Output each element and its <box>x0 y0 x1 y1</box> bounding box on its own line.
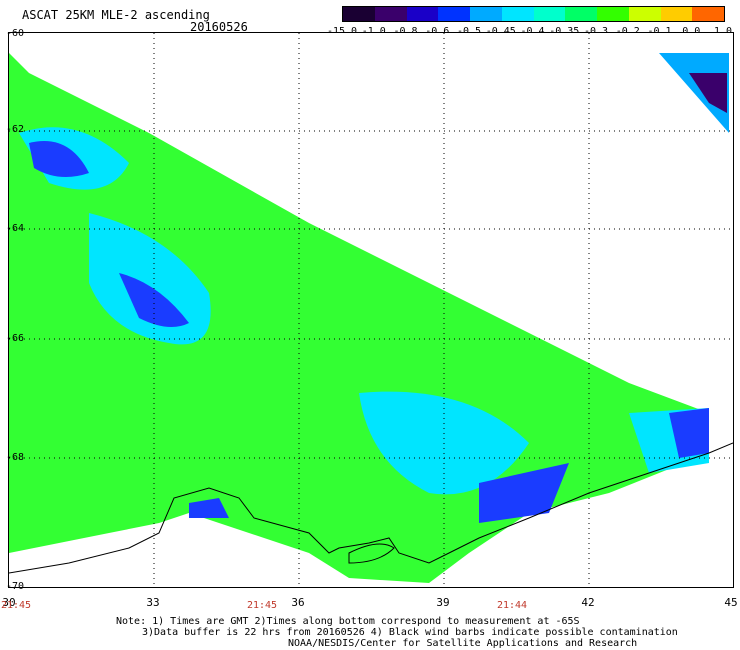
colorbar-label: -0.35 <box>549 26 579 37</box>
cyan-patch <box>89 213 211 345</box>
lon-label: 33 <box>146 596 160 609</box>
note-line-3: NOAA/NESDIS/Center for Satellite Applica… <box>288 638 638 649</box>
colorbar-segment <box>533 7 566 21</box>
colorbar-segment <box>470 7 502 21</box>
colorbar-segment <box>343 7 375 21</box>
colorbar-segment <box>660 7 693 21</box>
blue-patch <box>189 498 229 518</box>
colorbar-segment <box>438 7 470 21</box>
colorbar-labels: -15.0-1.0-0.8-0.6-0.5-0.45-0.4-0.35-0.3-… <box>327 26 740 40</box>
colorbar-segment <box>692 7 724 21</box>
colorbar-label: -0.4 <box>520 26 544 37</box>
lat-label: -68 <box>6 452 25 463</box>
colorbar-segment <box>406 7 439 21</box>
colorbar-segment <box>565 7 597 21</box>
colorbar-label: -0.3 <box>584 26 608 37</box>
lat-label: -70 <box>6 581 25 592</box>
map-plot <box>8 32 734 588</box>
time-label: 21:44 <box>496 600 528 611</box>
colorbar-label: -0.2 <box>616 26 640 37</box>
lon-label: 36 <box>291 596 305 609</box>
lat-label: -60 <box>6 28 25 39</box>
gridlines <box>9 33 733 587</box>
colorbar-segment <box>374 7 407 21</box>
colorbar-label: -0.6 <box>425 26 449 37</box>
colorbar-label: -0.45 <box>486 26 516 37</box>
colorbar-label: -15.0 <box>327 26 357 37</box>
product-title: ASCAT 25KM MLE-2 ascending <box>22 8 210 22</box>
lat-label: -64 <box>6 223 25 234</box>
note-line-1: Note: 1) Times are GMT 2)Times along bot… <box>116 616 580 627</box>
colorbar-segment <box>501 7 534 21</box>
colorbar-segment <box>597 7 629 21</box>
lon-label: 30 <box>2 596 16 609</box>
lat-label: -62 <box>6 124 25 135</box>
time-label: 21:45 <box>246 600 278 611</box>
time-label: 21:45 <box>0 600 32 611</box>
colorbar-label: 0.0 <box>682 26 700 37</box>
colorbar-label: -0.8 <box>393 26 417 37</box>
colorbar <box>342 6 725 22</box>
colorbar-label: -1.0 <box>362 26 386 37</box>
blue-patch <box>29 141 89 177</box>
colorbar-label: -0.1 <box>647 26 671 37</box>
map-svg <box>8 33 734 587</box>
blue-patch <box>119 273 189 327</box>
lon-label: 39 <box>436 596 450 609</box>
lat-label: -66 <box>6 333 25 344</box>
blue-patch <box>669 408 709 458</box>
lon-label: 42 <box>581 596 595 609</box>
colorbar-label: -0.5 <box>457 26 481 37</box>
island-outline <box>348 543 395 564</box>
colorbar-label: 1.0 <box>714 26 732 37</box>
corner-dark <box>689 73 727 113</box>
blue-patch <box>479 463 569 523</box>
note-line-2: 3)Data buffer is 22 hrs from 20160526 4)… <box>142 627 678 638</box>
colorbar-segment <box>628 7 661 21</box>
coastline <box>8 442 734 574</box>
data-swath <box>9 53 709 583</box>
lon-label: 45 <box>724 596 738 609</box>
notes: Note: 1) Times are GMT 2)Times along bot… <box>116 616 716 649</box>
product-date: 20160526 <box>190 20 248 34</box>
